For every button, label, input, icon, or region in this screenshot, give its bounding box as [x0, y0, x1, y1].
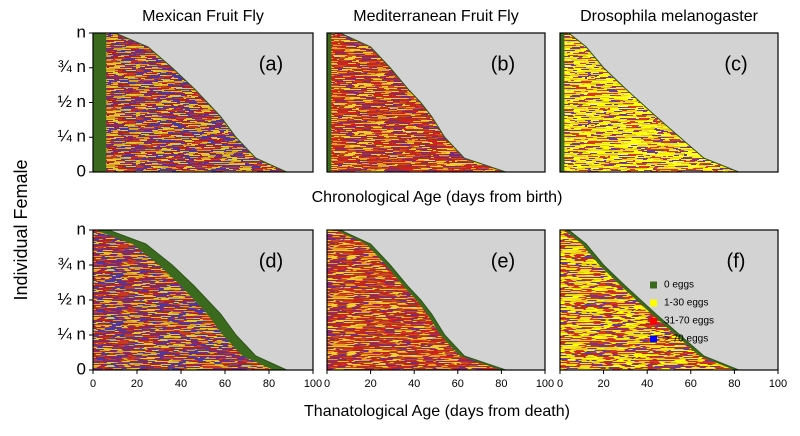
figure: Individual Female Chronological Age (day…: [11, 8, 787, 420]
